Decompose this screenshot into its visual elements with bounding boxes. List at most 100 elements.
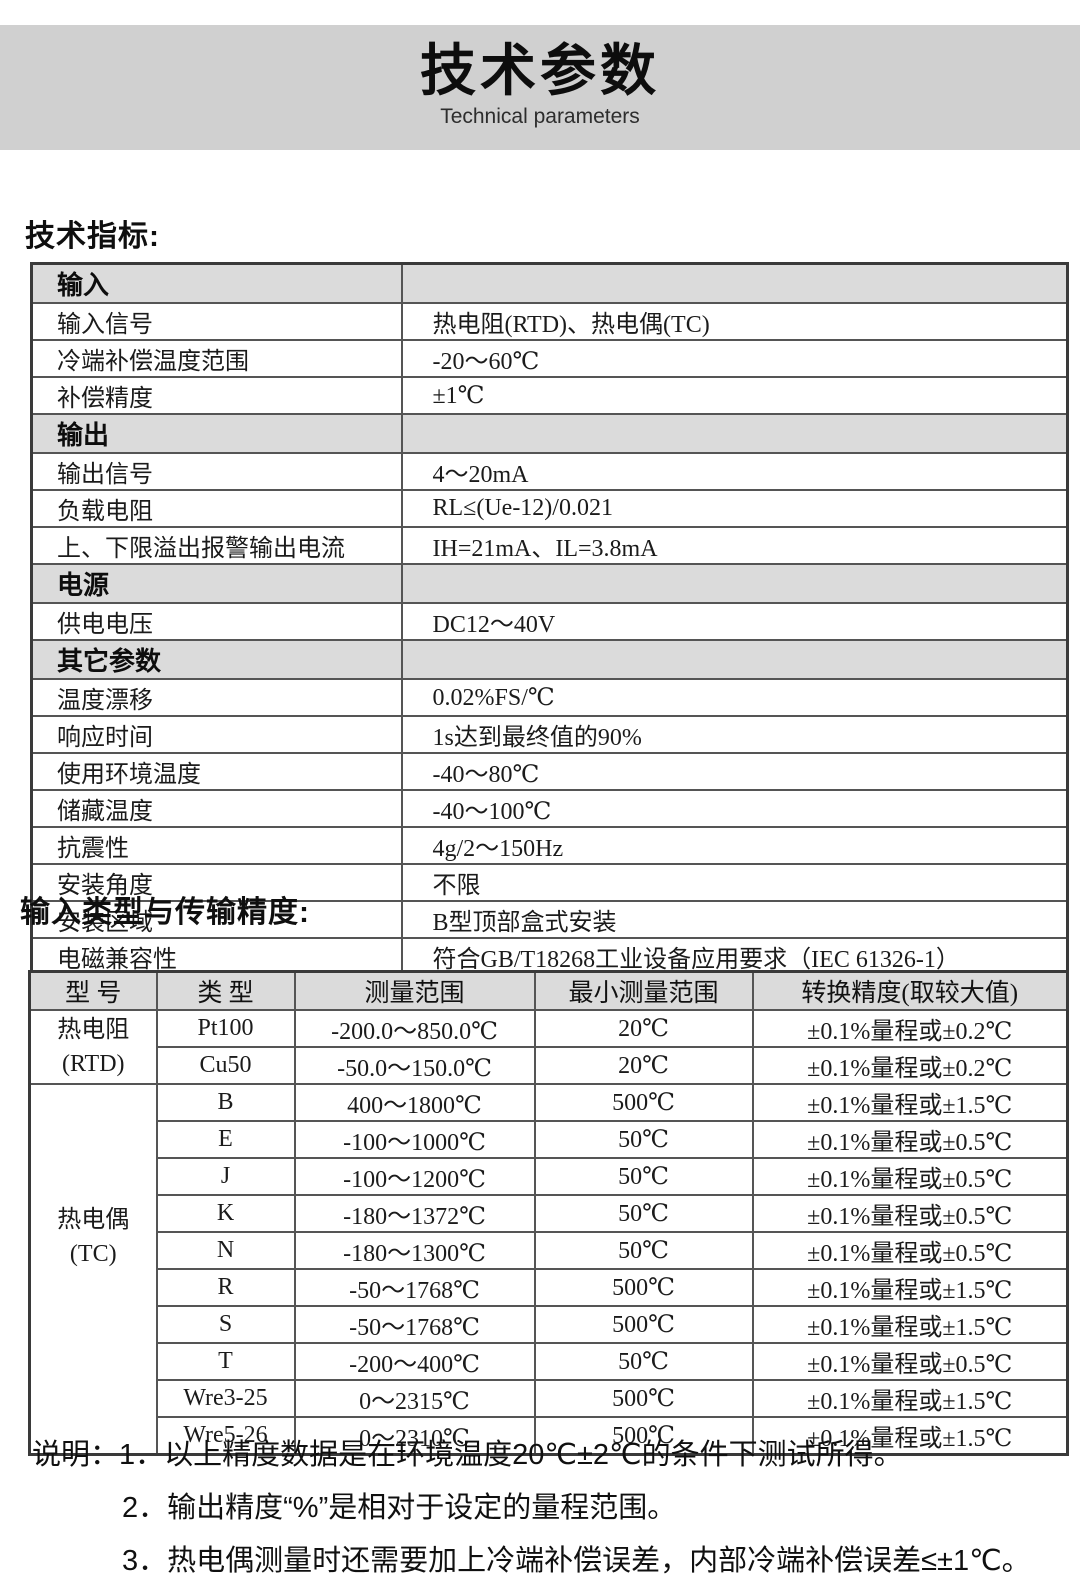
accuracy-row: Cu50 -50.0～150.0℃ 20℃ ±0.1%量程或±0.2℃ — [30, 1046, 1069, 1085]
param-label: 输出 — [30, 413, 403, 454]
min-range-cell: 50℃ — [533, 1157, 754, 1196]
note-text: 3．热电偶测量时还需要加上冷端补偿误差，内部冷端补偿误差≤±1℃。 — [122, 1545, 1031, 1577]
param-label: 冷端补偿温度范围 — [30, 339, 403, 378]
spec-data-row: 供电电压 DC12～40V — [30, 602, 1069, 641]
param-label: 安装区域 — [30, 900, 403, 939]
param-label: 输入信号 — [30, 302, 403, 341]
model-line: (RTD) — [61, 1051, 125, 1077]
accuracy-column-header: 类 型 — [155, 970, 296, 1011]
notes-prefix: 说明： — [32, 1439, 120, 1471]
spec-table-body: 输入 输入信号 热电阻(RTD)、热电偶(TC) 冷端补偿温度范围 -20～60℃ 补偿精… — [30, 262, 1069, 977]
range-cell: 0～2315℃ — [293, 1379, 536, 1418]
min-range-cell: 500℃ — [533, 1305, 754, 1344]
note-line: 2．输出精度“%”是相对于设定的量程范围。 — [32, 1482, 1052, 1535]
accuracy-cell: ±0.1%量程或±1.5℃ — [751, 1305, 1069, 1344]
page-title: 技术参数 — [420, 39, 660, 102]
spec-section-row: 输出 — [30, 413, 1069, 454]
model-line: 热电阻 — [57, 1017, 130, 1043]
min-range-cell: 50℃ — [533, 1342, 754, 1381]
type-cell: N — [155, 1231, 296, 1270]
accuracy-cell: ±0.1%量程或±0.2℃ — [751, 1009, 1069, 1048]
param-value: IH=21mA、IL=3.8mA — [400, 526, 1069, 565]
accuracy-cell: ±0.1%量程或±0.2℃ — [751, 1046, 1069, 1085]
accuracy-row: E -100～1000℃ 50℃ ±0.1%量程或±0.5℃ — [30, 1120, 1069, 1159]
accuracy-row: S -50～1768℃ 500℃ ±0.1%量程或±1.5℃ — [30, 1305, 1069, 1344]
accuracy-cell: ±0.1%量程或±0.5℃ — [751, 1120, 1069, 1159]
range-cell: -50.0～150.0℃ — [293, 1046, 536, 1085]
spec-data-row: 安装角度 不限 — [30, 863, 1069, 902]
spec-data-row: 响应时间 1s达到最终值的90% — [30, 715, 1069, 754]
range-cell: 400～1800℃ — [293, 1083, 536, 1122]
accuracy-column-header: 最小测量范围 — [533, 970, 754, 1011]
param-value — [400, 262, 1069, 304]
spec-data-row: 负载电阻 RL≤(Ue-12)/0.021 — [30, 489, 1069, 528]
param-label: 安装角度 — [30, 863, 403, 902]
accuracy-row: T -200～400℃ 50℃ ±0.1%量程或±0.5℃ — [30, 1342, 1069, 1381]
param-label: 温度漂移 — [30, 678, 403, 717]
accuracy-row: 热电偶 (TC) B 400～1800℃ 500℃ ±0.1%量程或±1.5℃ — [28, 1083, 1069, 1456]
note-text: 2．输出精度“%”是相对于设定的量程范围。 — [122, 1492, 677, 1524]
accuracy-cell: ±0.1%量程或±0.5℃ — [751, 1157, 1069, 1196]
range-cell: -200～400℃ — [293, 1342, 536, 1381]
accuracy-column-header: 测量范围 — [293, 970, 536, 1011]
note-line: 说明：1．以上精度数据是在环境温度20℃±2℃的条件下测试所得。 — [32, 1429, 1052, 1482]
type-cell: T — [155, 1342, 296, 1381]
spec-data-row: 温度漂移 0.02%FS/℃ — [30, 678, 1069, 717]
note-text: 1．以上精度数据是在环境温度20℃±2℃的条件下测试所得。 — [119, 1439, 903, 1471]
accuracy-column-header: 型 号 — [28, 970, 158, 1011]
accuracy-cell: ±0.1%量程或±1.5℃ — [751, 1268, 1069, 1307]
accuracy-row: R -50～1768℃ 500℃ ±0.1%量程或±1.5℃ — [30, 1268, 1069, 1307]
spec-data-row: 冷端补偿温度范围 -20～60℃ — [30, 339, 1069, 378]
param-value: B型顶部盒式安装 — [400, 900, 1069, 939]
range-cell: 0～2310℃ — [293, 1416, 536, 1456]
param-value: 符合GB/T18268工业设备应用要求（IEC 61326-1） — [400, 937, 1069, 977]
type-cell: S — [155, 1305, 296, 1344]
spec-section-row: 电源 — [30, 563, 1069, 604]
param-label: 上、下限溢出报警输出电流 — [30, 526, 403, 565]
accuracy-cell: ±0.1%量程或±0.5℃ — [751, 1231, 1069, 1270]
range-cell: -180～1372℃ — [293, 1194, 536, 1233]
param-label: 响应时间 — [30, 715, 403, 754]
spec-data-row: 抗震性 4g/2～150Hz — [30, 826, 1069, 865]
min-range-cell: 50℃ — [533, 1231, 754, 1270]
type-cell: Wre5-26 — [155, 1416, 296, 1456]
accuracy-cell: ±0.1%量程或±0.5℃ — [751, 1342, 1069, 1381]
param-value: 不限 — [400, 863, 1069, 902]
model-cell: 热电偶 (TC) — [28, 1083, 158, 1456]
param-value: -40～80℃ — [400, 752, 1069, 791]
param-value: 0.02%FS/℃ — [400, 678, 1069, 717]
min-range-cell: 20℃ — [533, 1009, 754, 1048]
accuracy-row: K -180～1372℃ 50℃ ±0.1%量程或±0.5℃ — [30, 1194, 1069, 1233]
param-value — [400, 413, 1069, 454]
spec-section-row: 其它参数 — [30, 639, 1069, 680]
accuracy-row: Wre5-26 0～2310℃ 500℃ ±0.1%量程或±1.5℃ — [30, 1416, 1069, 1456]
param-label: 输出信号 — [30, 452, 403, 491]
param-value — [400, 639, 1069, 680]
type-cell: K — [155, 1194, 296, 1233]
min-range-cell: 500℃ — [533, 1416, 754, 1456]
param-label: 储藏温度 — [30, 789, 403, 828]
param-label: 使用环境温度 — [30, 752, 403, 791]
model-line: (TC) — [69, 1241, 117, 1267]
spec-section-row: 输入 — [30, 262, 1069, 304]
param-label: 抗震性 — [30, 826, 403, 865]
accuracy-header-row: 型 号类 型测量范围 最小测量范围 转换精度(取较大值) — [28, 970, 1069, 1011]
param-label: 供电电压 — [30, 602, 403, 641]
param-value: 4～20mA — [400, 452, 1069, 491]
range-cell: -100～1200℃ — [293, 1157, 536, 1196]
type-cell: B — [155, 1083, 296, 1122]
page-subtitle: Technical parameters — [440, 105, 640, 128]
range-cell: -50～1768℃ — [293, 1305, 536, 1344]
param-value: 1s达到最终值的90% — [400, 715, 1069, 754]
accuracy-section-heading: 输入类型与传输精度: — [20, 896, 310, 929]
param-value: 4g/2～150Hz — [400, 826, 1069, 865]
accuracy-cell: ±0.1%量程或±1.5℃ — [751, 1083, 1069, 1122]
param-label: 电源 — [30, 563, 403, 604]
type-cell: Wre3-25 — [155, 1379, 296, 1418]
accuracy-table: 型 号类 型测量范围 最小测量范围 转换精度(取较大值) 热电阻 (RTD) Pt100… — [28, 970, 1069, 1456]
type-cell: R — [155, 1268, 296, 1307]
note-line: 3．热电偶测量时还需要加上冷端补偿误差，内部冷端补偿误差≤±1℃。 — [32, 1535, 1052, 1588]
min-range-cell: 50℃ — [533, 1120, 754, 1159]
spec-data-row: 补偿精度 ±1℃ — [30, 376, 1069, 415]
